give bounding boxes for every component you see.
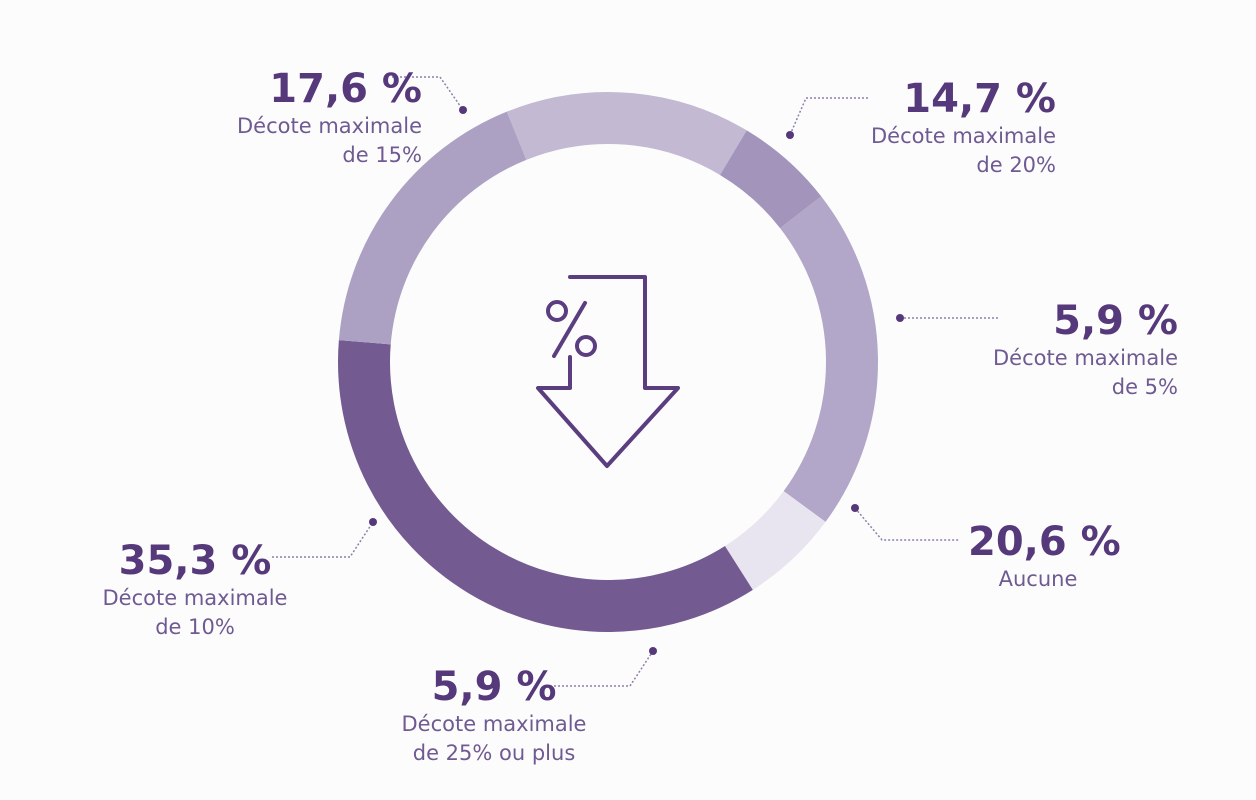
slice-label-line1: Décote maximale bbox=[993, 346, 1178, 370]
leader-dot-0 bbox=[459, 106, 467, 114]
leader-line-4 bbox=[550, 650, 654, 687]
percent-down-arrow-icon bbox=[536, 275, 680, 468]
leader-line-1 bbox=[789, 97, 868, 136]
slice-label-line1: Aucune bbox=[998, 567, 1078, 591]
leader-dot-5 bbox=[369, 518, 377, 526]
leader-dot-1 bbox=[786, 131, 794, 139]
slice-label-de-5: 5,9 % Décote maximale de 5% bbox=[993, 298, 1178, 402]
leader-line-3 bbox=[854, 507, 960, 541]
slice-value: 5,9 % bbox=[431, 664, 557, 710]
slice-value: 14,7 % bbox=[903, 76, 1056, 122]
slice-value: 17,6 % bbox=[269, 66, 422, 112]
slice-label-de-20: 14,7 % Décote maximale de 20% bbox=[871, 76, 1056, 180]
leader-line-0 bbox=[392, 76, 464, 111]
slice-label-line2: de 15% bbox=[342, 143, 422, 167]
slice-label-de-25-ou-plus: 5,9 % Décote maximale de 25% ou plus bbox=[374, 664, 614, 768]
donut-slice-4 bbox=[338, 340, 753, 632]
leader-dot-4 bbox=[649, 647, 657, 655]
donut-slice-0 bbox=[506, 92, 747, 176]
slice-label-line2: de 25% ou plus bbox=[412, 741, 576, 765]
slices-group bbox=[338, 92, 878, 632]
leader-lines bbox=[272, 76, 998, 687]
slice-label-line1: Décote maximale bbox=[102, 586, 288, 610]
slice-label-de-15: 17,6 % Décote maximale de 15% bbox=[237, 66, 422, 170]
slice-value: 5,9 % bbox=[1053, 298, 1178, 344]
slice-value: 35,3 % bbox=[118, 538, 272, 584]
leader-line-5 bbox=[272, 521, 374, 558]
slice-label-line1: Décote maximale bbox=[401, 712, 587, 736]
donut-slice-3 bbox=[724, 490, 826, 590]
leader-dot-2 bbox=[896, 314, 904, 322]
donut-slice-2 bbox=[779, 196, 878, 522]
slice-label-line2: de 10% bbox=[155, 615, 235, 639]
donut-slice-5 bbox=[338, 111, 527, 345]
slice-label-line2: de 20% bbox=[976, 153, 1056, 177]
leader-dot-3 bbox=[851, 504, 859, 512]
slice-value: 20,6 % bbox=[968, 519, 1121, 565]
slice-label-line1: Décote maximale bbox=[871, 124, 1056, 148]
slice-label-de-10: 35,3 % Décote maximale de 10% bbox=[80, 538, 310, 642]
donut-slice-1 bbox=[719, 130, 822, 229]
slice-label-aucune: 20,6 % Aucune bbox=[968, 519, 1121, 594]
slice-label-line2: de 5% bbox=[1111, 375, 1178, 399]
slice-label-line1: Décote maximale bbox=[237, 114, 422, 138]
